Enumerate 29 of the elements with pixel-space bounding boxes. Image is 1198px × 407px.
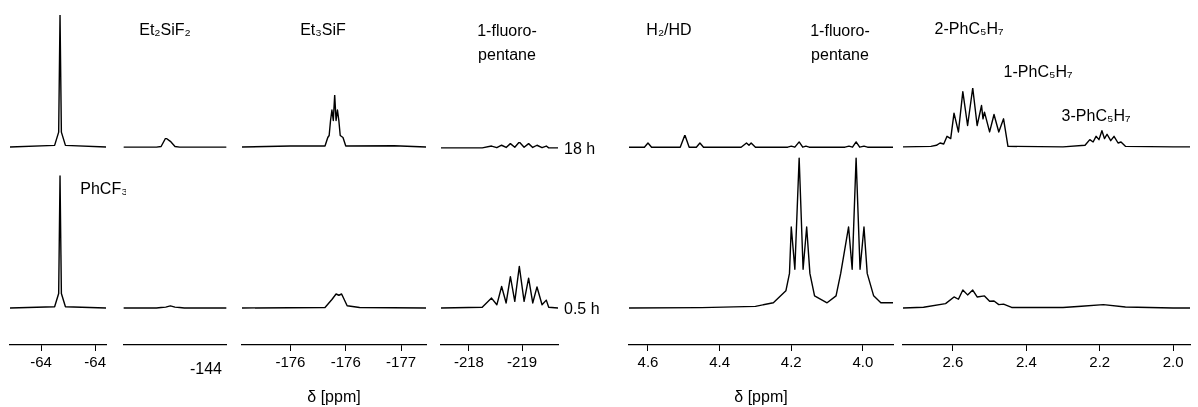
text: Et₃SiF: [300, 21, 347, 39]
x-tick-label: 4.4: [709, 353, 731, 371]
x-tick-label: 4.0: [852, 353, 874, 371]
x-tick-label: -64: [84, 353, 107, 371]
x-tick-label: -219: [507, 353, 538, 371]
x-tick-label: -176: [330, 353, 361, 371]
x-tick-label: -218: [453, 353, 484, 371]
text: Et₂SiF₂: [139, 21, 191, 39]
x-tick-label: -64: [30, 353, 52, 371]
x-tick-label: 2.0: [1162, 353, 1184, 371]
text: 1-fluoro- pentane: [810, 22, 870, 64]
x-tick-label: -176: [275, 353, 306, 371]
x-tick-label: 4.2: [780, 353, 802, 371]
text: -144: [189, 360, 223, 378]
x-tick-label: 4.6: [637, 353, 659, 371]
text: 1-PhC₅H₇: [1003, 63, 1073, 81]
text: H₂/HD: [646, 21, 692, 39]
series-label: 18 h: [564, 140, 596, 158]
text: 2-PhC₅H₇: [934, 20, 1004, 38]
series-label: 0.5 h: [564, 300, 600, 318]
x-axis-title: δ [ppm]: [307, 387, 361, 405]
x-tick-label: -177: [386, 353, 417, 371]
annotation: 3-PhC₅H₇: [1061, 107, 1131, 125]
x-tick-label: 2.4: [1015, 353, 1037, 371]
annotation: PhCF₃: [80, 180, 128, 198]
x-tick-label: 2.2: [1089, 353, 1111, 371]
x-axis-title: δ [ppm]: [734, 387, 788, 405]
x-tick-label: 2.6: [942, 353, 964, 371]
text: 1-fluoro- pentane: [477, 22, 537, 64]
